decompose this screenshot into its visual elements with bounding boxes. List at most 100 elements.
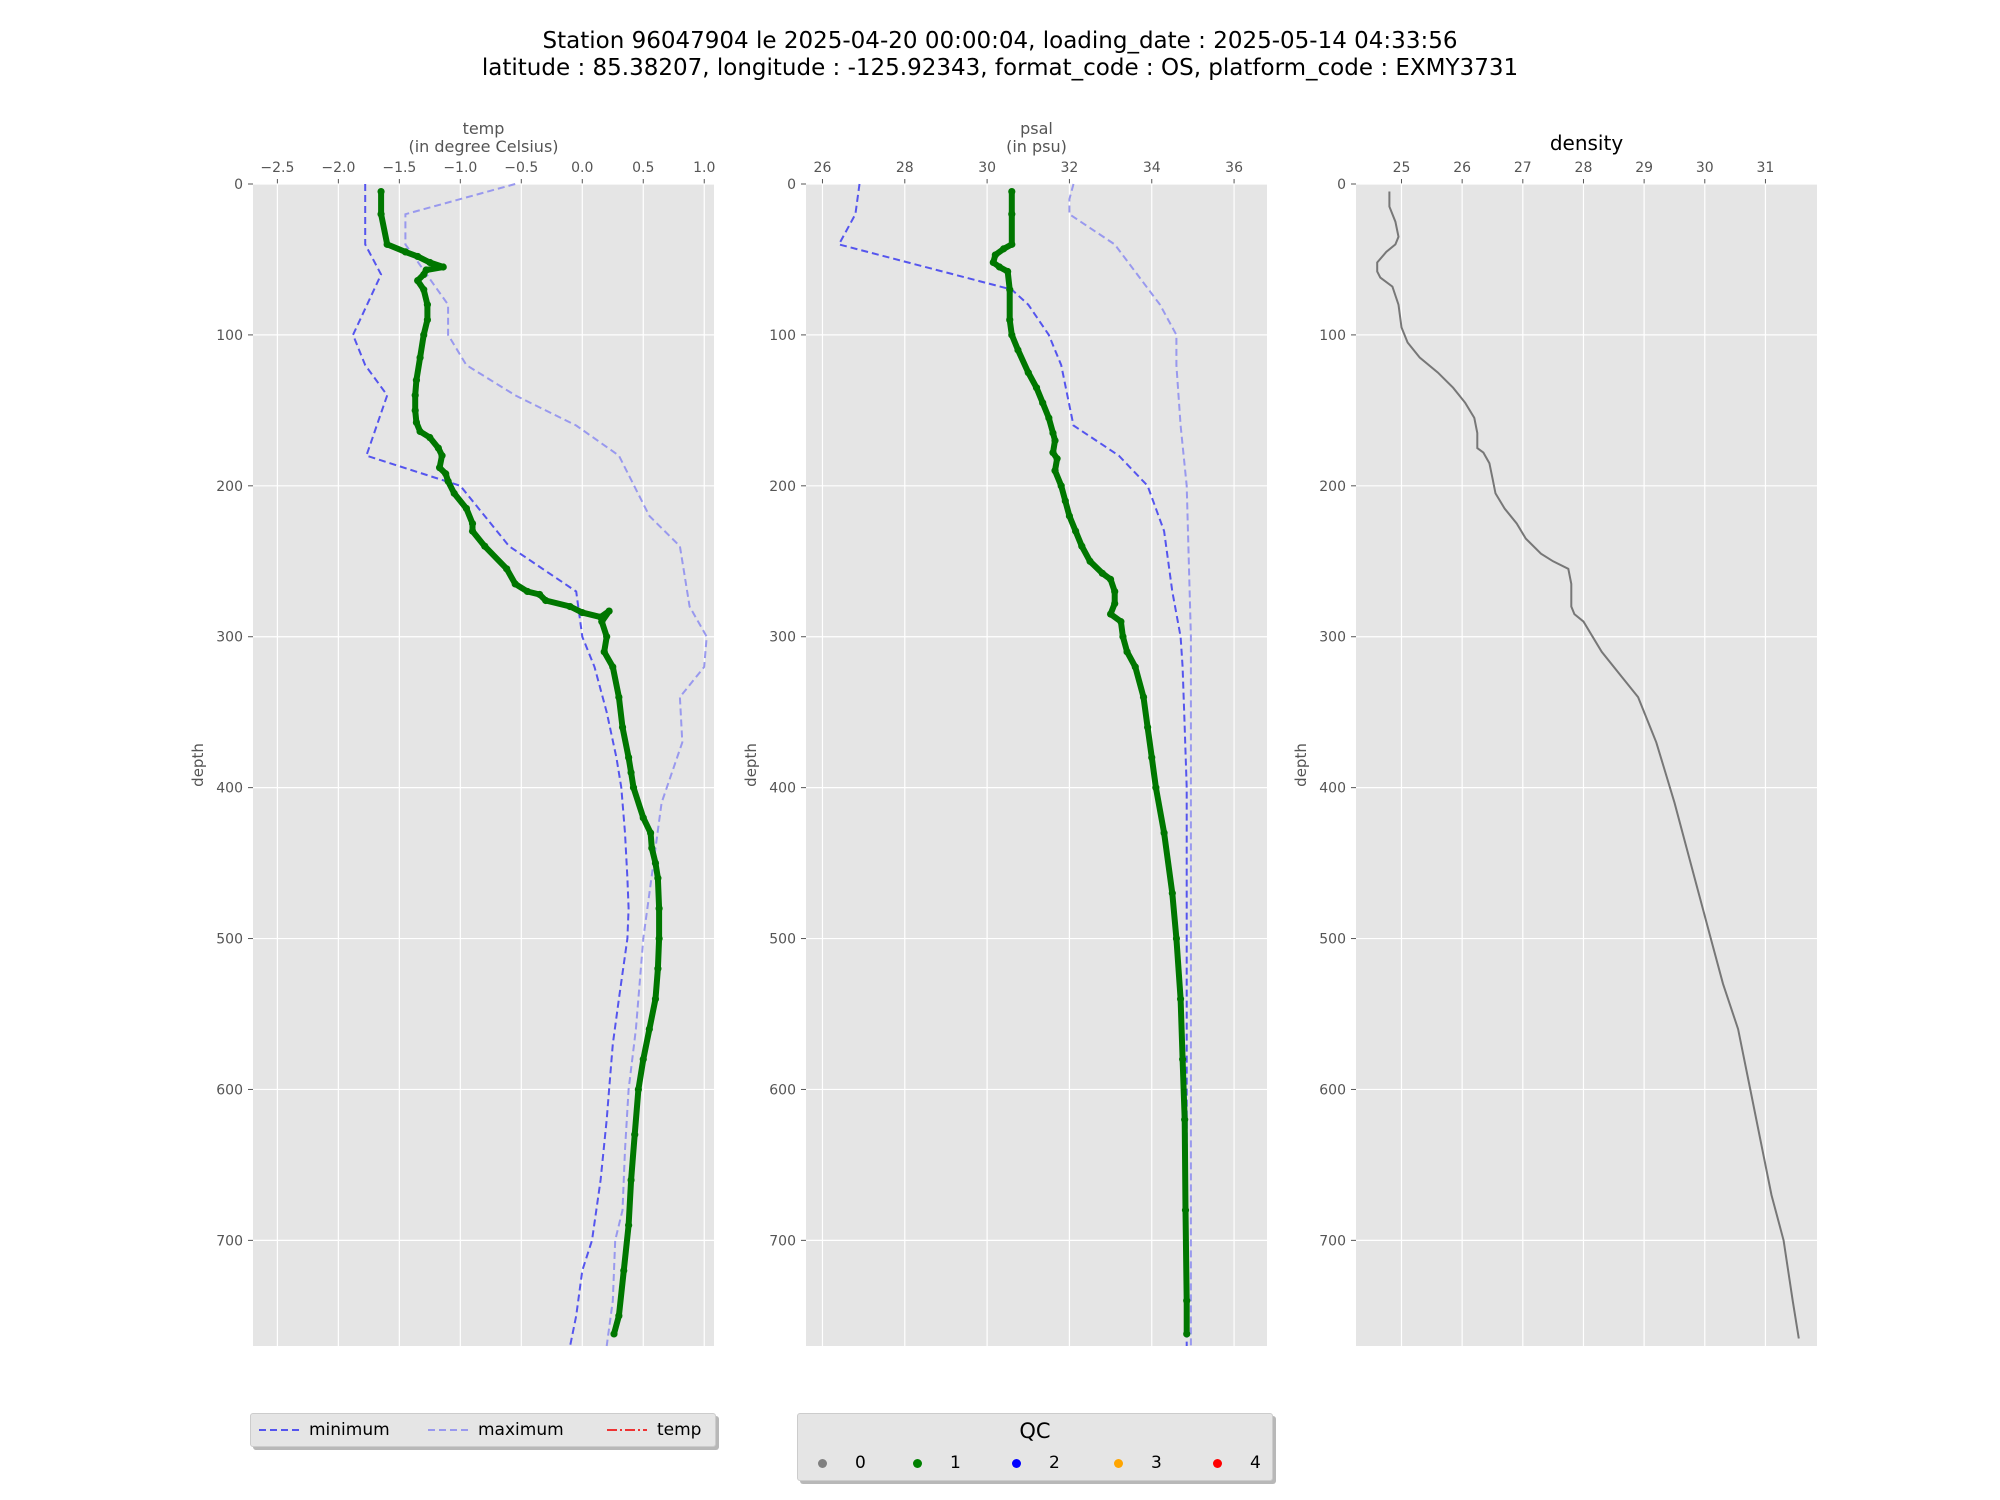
density-y-axis-label: depth bbox=[1292, 743, 1310, 787]
qc-dot-2 bbox=[1012, 1458, 1021, 1468]
legend-item-temp: temp bbox=[607, 1414, 701, 1446]
psal-qc1-point bbox=[1086, 557, 1094, 565]
psal-qc1-point bbox=[1014, 346, 1022, 354]
psal-qc1-point bbox=[1078, 542, 1086, 550]
psal-y-tick-label: 300 bbox=[769, 630, 796, 646]
psal-qc1-point bbox=[1049, 429, 1057, 437]
temp-qc1-point bbox=[434, 444, 442, 452]
temp-qc1-point bbox=[423, 316, 431, 324]
temp-qc1-point bbox=[646, 829, 655, 837]
temp-axes-background bbox=[253, 184, 714, 1346]
temp-qc1-point bbox=[438, 452, 446, 460]
density-x-tick-label: 25 bbox=[1393, 160, 1411, 176]
temp-qc1-point bbox=[439, 263, 447, 271]
psal-qc1-point bbox=[1061, 497, 1069, 505]
legend-swatch-minimum bbox=[259, 1429, 299, 1431]
psal-qc1-point bbox=[1006, 286, 1014, 294]
temp-qc1-point bbox=[444, 477, 452, 485]
temp-qc1-point bbox=[651, 859, 660, 867]
temp-qc1-point bbox=[610, 1330, 618, 1338]
qc-label-3: 3 bbox=[1151, 1453, 1162, 1473]
density-y-tick-label: 400 bbox=[1319, 781, 1346, 797]
psal-qc1-point bbox=[1183, 1330, 1191, 1338]
temp-qc1-point bbox=[420, 331, 428, 339]
temp-qc1-point bbox=[503, 565, 511, 573]
qc-label-2: 2 bbox=[1049, 1453, 1060, 1473]
temp-qc1-point bbox=[383, 240, 391, 248]
temp-qc1-point bbox=[420, 270, 428, 279]
psal-x-tick-label: 26 bbox=[814, 160, 832, 176]
qc-item-0: 0 bbox=[818, 1450, 866, 1476]
temp-x-tick-label: −0.5 bbox=[504, 160, 538, 176]
temp-qc1-point bbox=[655, 934, 663, 943]
psal-y-tick-label: 200 bbox=[769, 479, 796, 495]
density-y-tick-label: 300 bbox=[1319, 630, 1346, 646]
qc-label-1: 1 bbox=[950, 1453, 961, 1473]
psal-qc1-point bbox=[1008, 187, 1016, 196]
temp-x-tick-label: −2.5 bbox=[260, 160, 294, 176]
temp-x-tick-label: −1.0 bbox=[443, 160, 477, 176]
density-y-tick-label: 100 bbox=[1319, 328, 1346, 344]
figure-title-line1: Station 96047904 le 2025-04-20 00:00:04,… bbox=[542, 28, 1458, 54]
legend-label-maximum: maximum bbox=[478, 1420, 564, 1440]
psal-qc1-point bbox=[1098, 569, 1106, 577]
psal-qc1-point bbox=[989, 258, 997, 267]
psal-qc1-point bbox=[1179, 1055, 1187, 1063]
temp-qc1-point bbox=[625, 753, 633, 762]
temp-qc1-point bbox=[442, 470, 450, 478]
qc-item-3: 3 bbox=[1114, 1450, 1162, 1476]
psal-maximum-line bbox=[1068, 183, 1192, 1346]
temp-qc1-point bbox=[654, 874, 662, 882]
psal-x-tick-label: 34 bbox=[1143, 160, 1161, 176]
temp-qc1-point bbox=[578, 608, 586, 617]
temp-qc1-point bbox=[645, 1025, 653, 1033]
psal-qc1-point bbox=[1008, 210, 1016, 218]
temp-qc1-point bbox=[631, 1131, 639, 1139]
temp-qc1-point bbox=[523, 587, 532, 596]
density-density-line bbox=[1376, 191, 1800, 1339]
density-x-tick-label: 27 bbox=[1514, 160, 1532, 176]
density-x-tick-label: 26 bbox=[1453, 160, 1471, 176]
psal-qc1-point bbox=[1131, 663, 1139, 671]
temp-qc1-point bbox=[654, 965, 662, 973]
temp-qc1-point bbox=[462, 504, 471, 513]
temp-qc1-point bbox=[627, 1176, 635, 1184]
psal-y-tick-label: 0 bbox=[787, 177, 796, 193]
temp-qc1-point bbox=[481, 542, 489, 550]
qc-label-4: 4 bbox=[1250, 1453, 1261, 1473]
psal-qc1-point bbox=[1152, 784, 1160, 792]
temp-qc1-point bbox=[618, 723, 627, 731]
temp-qc1-point bbox=[412, 376, 421, 384]
psal-qc1-point bbox=[1008, 240, 1016, 248]
qc-item-1: 1 bbox=[913, 1450, 961, 1476]
density-axis-title: density bbox=[1550, 131, 1623, 155]
psal-qc1-point bbox=[1008, 331, 1016, 339]
psal-y-axis-label: depth bbox=[742, 743, 760, 787]
psal-qc1-point bbox=[1051, 436, 1059, 445]
psal-y-tick-label: 500 bbox=[769, 932, 796, 948]
temp-qc1-point bbox=[426, 258, 434, 267]
psal-qc1-point bbox=[999, 245, 1008, 253]
temp-y-tick-label: 400 bbox=[216, 781, 243, 797]
psal-qc1-point bbox=[1117, 618, 1125, 626]
temp-y-axis-label: depth bbox=[189, 743, 207, 787]
legend-label-temp: temp bbox=[657, 1420, 702, 1440]
psal-axis-title: psal bbox=[1020, 119, 1053, 138]
psal-qc1-point bbox=[1032, 384, 1041, 392]
temp-maximum-line bbox=[404, 183, 708, 1347]
density-x-tick-label: 30 bbox=[1696, 160, 1714, 176]
temp-x-tick-label: 1.0 bbox=[693, 160, 715, 176]
temp-qc1-point bbox=[615, 693, 623, 701]
psal-qc1-point bbox=[1168, 889, 1176, 897]
psal-y-tick-label: 700 bbox=[769, 1233, 796, 1249]
temp-qc1-point bbox=[651, 995, 660, 1003]
temp-x-tick-label: −2.0 bbox=[321, 160, 355, 176]
temp-y-tick-label: 300 bbox=[216, 630, 243, 646]
temp-qc1-point bbox=[609, 663, 617, 671]
qc-item-2: 2 bbox=[1012, 1450, 1060, 1476]
temp-qc1-point bbox=[511, 580, 519, 588]
psal-qc1-point bbox=[1106, 610, 1115, 618]
psal-qc1-point bbox=[1049, 449, 1057, 457]
psal-qc1-point bbox=[1045, 414, 1053, 422]
density-y-tick-label: 200 bbox=[1319, 479, 1346, 495]
